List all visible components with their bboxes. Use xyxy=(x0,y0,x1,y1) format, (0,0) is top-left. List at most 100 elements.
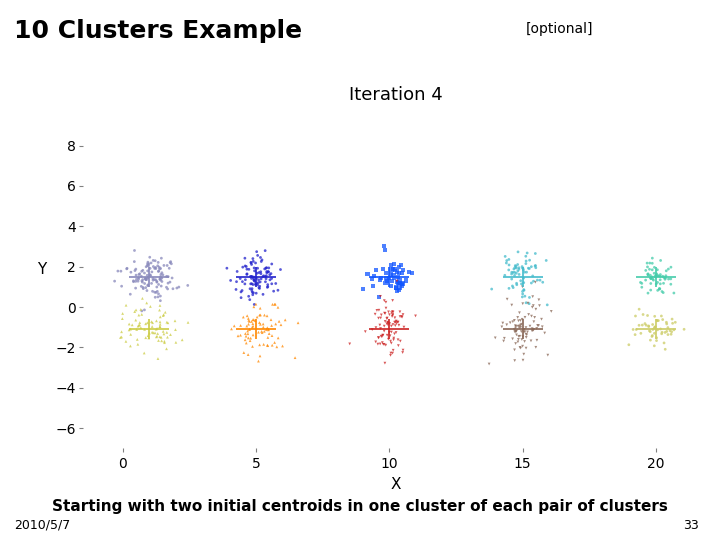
Point xyxy=(510,321,521,330)
Point xyxy=(162,285,174,293)
Point xyxy=(637,310,649,319)
Point xyxy=(154,320,166,329)
Point xyxy=(161,272,172,281)
Point xyxy=(652,278,663,287)
Point xyxy=(640,276,652,285)
Point xyxy=(239,254,251,262)
Point xyxy=(649,322,661,331)
Point xyxy=(235,288,247,296)
Point xyxy=(250,280,261,289)
Point xyxy=(518,350,529,359)
Point xyxy=(274,317,285,326)
Point xyxy=(515,323,526,332)
Point xyxy=(250,259,261,267)
Point xyxy=(523,299,535,308)
Point xyxy=(140,333,151,342)
Point xyxy=(657,328,668,336)
Point xyxy=(265,269,276,278)
Point xyxy=(144,271,156,279)
Point xyxy=(241,265,253,273)
Point xyxy=(643,322,654,330)
Point xyxy=(382,318,394,327)
Point xyxy=(373,306,384,314)
Point xyxy=(654,272,666,281)
Point xyxy=(241,270,253,279)
Point xyxy=(144,253,156,261)
Point xyxy=(240,329,251,338)
Point xyxy=(400,276,412,285)
Point xyxy=(501,320,513,329)
Point xyxy=(652,272,663,280)
Point xyxy=(497,319,508,327)
Point xyxy=(257,272,269,281)
Point xyxy=(254,278,266,286)
Point xyxy=(393,268,405,277)
Point xyxy=(260,264,271,273)
Point xyxy=(644,327,655,335)
Point xyxy=(241,322,253,330)
Point xyxy=(279,315,291,324)
Point xyxy=(651,269,662,278)
Point xyxy=(509,271,521,280)
Point xyxy=(657,288,669,297)
Point xyxy=(662,323,674,332)
Point xyxy=(661,318,672,327)
Point xyxy=(517,264,528,273)
Point xyxy=(150,256,161,265)
Point xyxy=(517,342,528,350)
Point xyxy=(161,345,172,353)
Point xyxy=(248,300,260,309)
Point xyxy=(627,325,639,334)
Point xyxy=(271,342,282,351)
Point xyxy=(138,283,149,292)
Point xyxy=(245,272,256,281)
Point xyxy=(146,328,158,336)
Point xyxy=(379,317,391,326)
Point xyxy=(652,316,663,325)
Point xyxy=(640,266,652,275)
Point xyxy=(527,326,539,335)
Point xyxy=(249,277,261,286)
Point xyxy=(153,258,164,267)
Point xyxy=(250,300,261,308)
Point xyxy=(526,312,537,320)
Point xyxy=(245,334,256,342)
Point xyxy=(249,267,261,275)
Point xyxy=(237,278,248,286)
Point xyxy=(649,263,660,272)
Point xyxy=(390,328,402,337)
Point xyxy=(506,301,518,309)
Point xyxy=(366,275,378,284)
Point xyxy=(645,274,657,282)
Point xyxy=(374,321,386,329)
Point xyxy=(162,319,174,327)
Point xyxy=(522,328,534,336)
Title: Iteration 4: Iteration 4 xyxy=(349,86,443,104)
Point xyxy=(153,289,164,298)
Point xyxy=(665,263,677,272)
Point xyxy=(536,315,547,323)
Point xyxy=(130,306,142,314)
Point xyxy=(167,285,179,293)
Point xyxy=(668,326,680,334)
Point xyxy=(381,320,392,328)
Point xyxy=(510,323,521,332)
Point xyxy=(370,338,382,346)
Point xyxy=(384,310,395,319)
Point xyxy=(390,318,401,326)
Point xyxy=(145,259,157,267)
Point xyxy=(654,285,665,293)
Point xyxy=(132,277,144,286)
Point xyxy=(132,322,144,330)
Point xyxy=(155,272,166,281)
Point xyxy=(640,321,652,329)
Point xyxy=(643,322,654,331)
Point xyxy=(653,272,665,280)
Point xyxy=(517,299,528,308)
Point xyxy=(251,289,262,298)
Point xyxy=(148,262,159,271)
Point xyxy=(397,346,409,354)
Point xyxy=(272,286,284,294)
Point xyxy=(244,285,256,293)
Point xyxy=(651,316,662,325)
